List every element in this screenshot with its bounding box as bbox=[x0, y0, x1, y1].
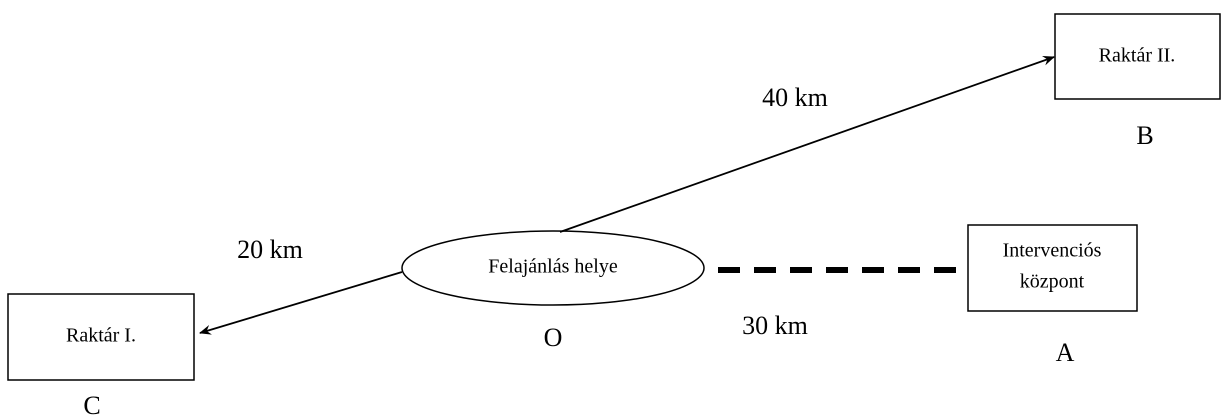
edge-label: 20 km bbox=[237, 235, 303, 264]
node-label: központ bbox=[1020, 271, 1085, 293]
node-box bbox=[967, 224, 1138, 312]
node-box bbox=[7, 293, 195, 381]
edge-label: 30 km bbox=[742, 311, 808, 340]
node-box bbox=[1054, 13, 1221, 100]
node-label: Intervenciós bbox=[1003, 240, 1102, 262]
node-label: Raktár I. bbox=[66, 325, 136, 347]
node-letter: A bbox=[1056, 338, 1075, 367]
node-ellipse bbox=[401, 230, 705, 306]
node-label: Felajánlás helye bbox=[488, 256, 618, 278]
node-letter: O bbox=[544, 323, 563, 352]
arrow bbox=[199, 271, 403, 335]
node-letter: B bbox=[1136, 121, 1153, 150]
node-letter: C bbox=[83, 391, 100, 420]
arrow bbox=[559, 55, 1055, 233]
edge-label: 40 km bbox=[762, 83, 828, 112]
node-label: Raktár II. bbox=[1099, 45, 1176, 67]
